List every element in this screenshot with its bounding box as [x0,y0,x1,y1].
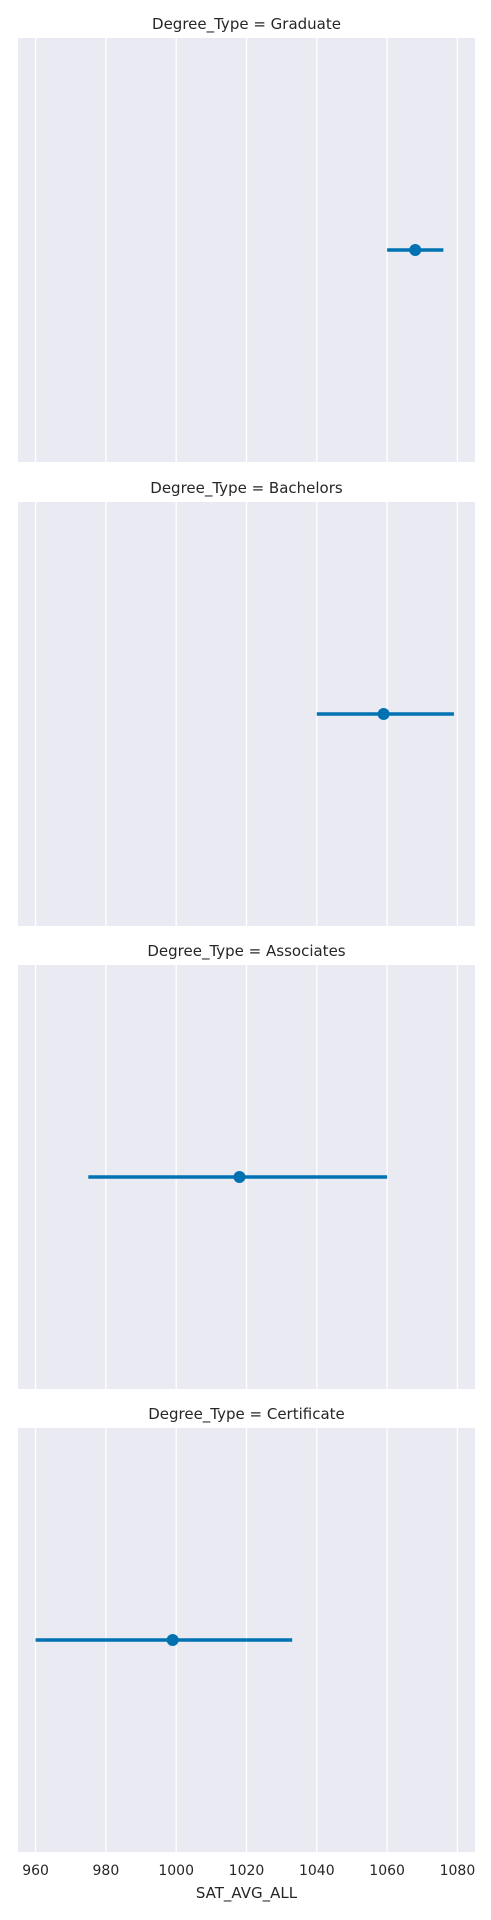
facet-panel: Degree_Type = Bachelors [18,479,475,926]
facet-panel: Degree_Type = Certificate [18,1405,475,1852]
x-tick-label: 1060 [369,1863,405,1879]
panel-title: Degree_Type = Certificate [148,1405,345,1424]
x-tick-label: 1080 [440,1863,476,1879]
x-tick-label: 1000 [158,1863,194,1879]
panel-title: Degree_Type = Associates [147,942,345,961]
facet-panel: Degree_Type = Graduate [18,15,475,462]
x-axis-label: SAT_AVG_ALL [196,1884,298,1903]
chart-panels: Degree_Type = Graduate Degree_Type = Bach… [18,15,475,1852]
x-tick-label: 1040 [299,1863,335,1879]
x-tick-label: 1020 [229,1863,265,1879]
mean-point [377,708,390,720]
x-tick-label: 980 [93,1863,120,1879]
facet-panel: Degree_Type = Associates [18,942,475,1389]
mean-point [409,244,422,256]
panel-title: Degree_Type = Bachelors [150,479,343,498]
mean-point [166,1634,179,1646]
x-tick-label: 960 [22,1863,49,1879]
x-axis: 960 980 1000 1020 1040 1060 1080 [22,1863,475,1879]
panel-title: Degree_Type = Graduate [152,15,341,34]
mean-point [233,1171,246,1183]
